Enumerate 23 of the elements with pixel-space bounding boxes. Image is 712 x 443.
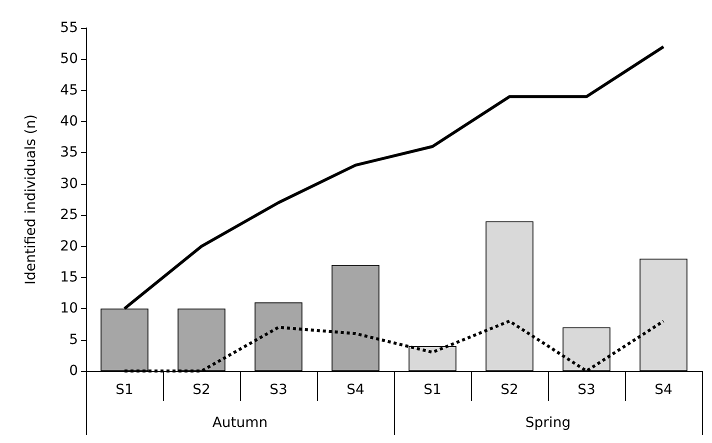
x-tick-label: S1 [116, 382, 134, 398]
x-tick-label: S2 [500, 382, 518, 398]
y-tick-label: 45 [60, 82, 78, 98]
y-tick-label: 40 [60, 114, 78, 130]
y-tick-label: 30 [60, 176, 78, 192]
y-tick-label: 10 [60, 300, 78, 317]
y-tick-label: 15 [60, 269, 78, 286]
y-tick-label: 25 [60, 207, 78, 224]
y-tick-label: 0 [69, 363, 78, 379]
y-tick-label: 55 [60, 20, 78, 36]
text: Autumn [212, 415, 268, 431]
text: Spring [525, 415, 571, 431]
x-tick-label: S1 [424, 382, 442, 398]
y-axis-title: Identified individuals (n) [23, 114, 39, 285]
y-tick-label: 35 [60, 144, 78, 161]
x-tick-label: S2 [192, 382, 210, 398]
x-tick-label: S3 [578, 382, 596, 398]
x-tick-label: S3 [270, 382, 288, 398]
x-tick-label: S4 [346, 382, 364, 398]
y-tick-label: 5 [69, 332, 78, 348]
y-tick-label: 20 [60, 238, 78, 254]
x-tick-label: S4 [654, 382, 672, 398]
y-tick-label: 50 [60, 51, 78, 68]
